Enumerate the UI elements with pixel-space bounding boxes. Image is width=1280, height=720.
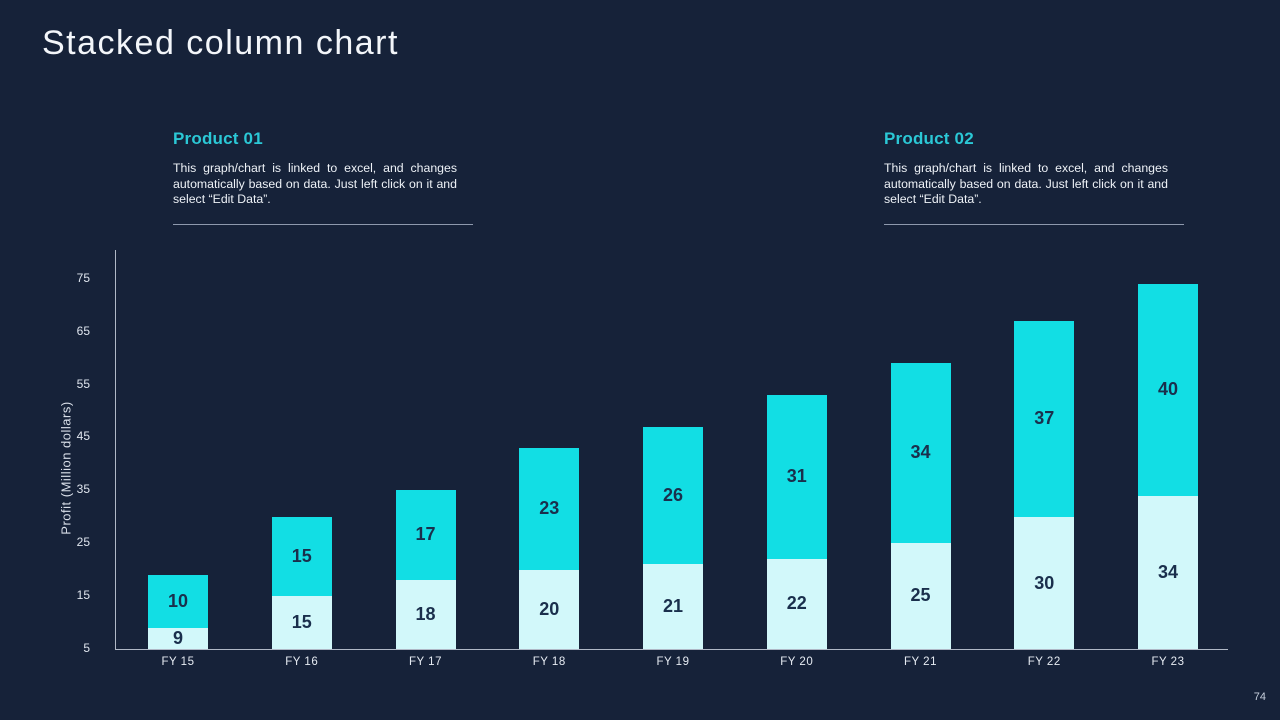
x-axis-category-label: FY 17 xyxy=(409,656,442,668)
y-tick-label: 75 xyxy=(76,270,90,285)
bar-segment-product01 xyxy=(519,569,580,649)
bar-segment-product01 xyxy=(643,564,703,649)
bar-value-label-product02: 10 xyxy=(167,590,189,611)
bar-segment-product02 xyxy=(643,426,703,565)
bar-segment-product01 xyxy=(395,580,456,649)
y-tick-label: 35 xyxy=(76,482,90,497)
y-tick-label: 45 xyxy=(76,429,90,444)
bar-value-label-product01: 22 xyxy=(786,593,807,614)
bar-value-label-product01: 21 xyxy=(662,596,684,617)
product-02-block: Product 02 This graph/chart is linked to… xyxy=(884,129,1186,225)
bar-segment-product02 xyxy=(519,447,580,570)
product-02-separator xyxy=(884,223,1184,225)
bar-segment-product01 xyxy=(271,596,332,649)
bar-segment-product01 xyxy=(766,559,827,649)
y-tick-label: 5 xyxy=(83,641,90,655)
bar-segment-product01 xyxy=(890,543,951,649)
bar-segment-product02 xyxy=(148,574,208,628)
x-axis-category-label: FY 16 xyxy=(285,656,319,668)
bar-value-label-product02: 40 xyxy=(1157,378,1179,399)
product-01-description: This graph/chart is linked to excel, and… xyxy=(173,161,457,206)
x-axis-category-label: FY 22 xyxy=(1027,656,1061,668)
x-axis-category-label: FY 21 xyxy=(904,656,937,668)
bar-value-label-product02: 15 xyxy=(291,545,312,566)
x-axis-line xyxy=(115,649,1228,650)
bar-value-label-product02: 17 xyxy=(415,524,436,545)
bar-value-label-product01: 30 xyxy=(1034,572,1055,593)
bar-value-label-product02: 37 xyxy=(1034,408,1055,429)
bar-value-label-product01: 15 xyxy=(291,612,312,633)
y-axis-line xyxy=(115,250,116,649)
product-02-description: This graph/chart is linked to excel, and… xyxy=(884,161,1168,206)
x-axis-category-label: FY 18 xyxy=(532,656,566,668)
y-axis-title: Profit (Million dollars) xyxy=(58,401,74,535)
bar-value-label-product01: 18 xyxy=(415,604,436,625)
x-axis-category-label: FY 15 xyxy=(161,656,195,668)
bar-value-label-product02: 23 xyxy=(539,497,560,518)
bar-value-label-product02: 31 xyxy=(786,466,807,487)
bar-segment-product01 xyxy=(1138,495,1198,649)
product-01-heading: Product 01 xyxy=(173,129,263,148)
product-01-block: Product 01 This graph/chart is linked to… xyxy=(173,129,475,225)
page-title: Stacked column chart xyxy=(42,24,399,62)
x-axis-category-label: FY 20 xyxy=(780,656,814,668)
bar-value-label-product01: 9 xyxy=(172,627,183,648)
y-tick-label: 55 xyxy=(76,376,90,391)
bar-segment-product02 xyxy=(766,395,827,560)
x-axis-category-label: FY 23 xyxy=(1151,656,1185,668)
x-axis-category-label: FY 19 xyxy=(656,656,690,668)
y-tick-label: 65 xyxy=(76,323,90,338)
bar-segment-product02 xyxy=(271,516,332,597)
y-tick-label: 15 xyxy=(76,588,90,603)
product-02-heading: Product 02 xyxy=(884,129,974,148)
y-tick-label: 25 xyxy=(76,535,90,550)
bar-segment-product02 xyxy=(1138,283,1198,496)
bar-segment-product01 xyxy=(148,627,208,649)
bar-value-label-product01: 20 xyxy=(539,598,560,619)
bar-segment-product02 xyxy=(395,490,456,581)
bar-value-label-product01: 34 xyxy=(1157,561,1179,582)
bar-value-label-product02: 26 xyxy=(662,484,684,505)
bar-value-label-product02: 34 xyxy=(910,442,931,463)
bar-value-label-product01: 25 xyxy=(910,585,931,606)
product-01-separator xyxy=(173,223,473,225)
bar-segment-product01 xyxy=(1014,516,1075,649)
bar-segment-product02 xyxy=(890,363,951,544)
page-number: 74 xyxy=(1253,691,1266,703)
bar-segment-product02 xyxy=(1014,321,1075,517)
